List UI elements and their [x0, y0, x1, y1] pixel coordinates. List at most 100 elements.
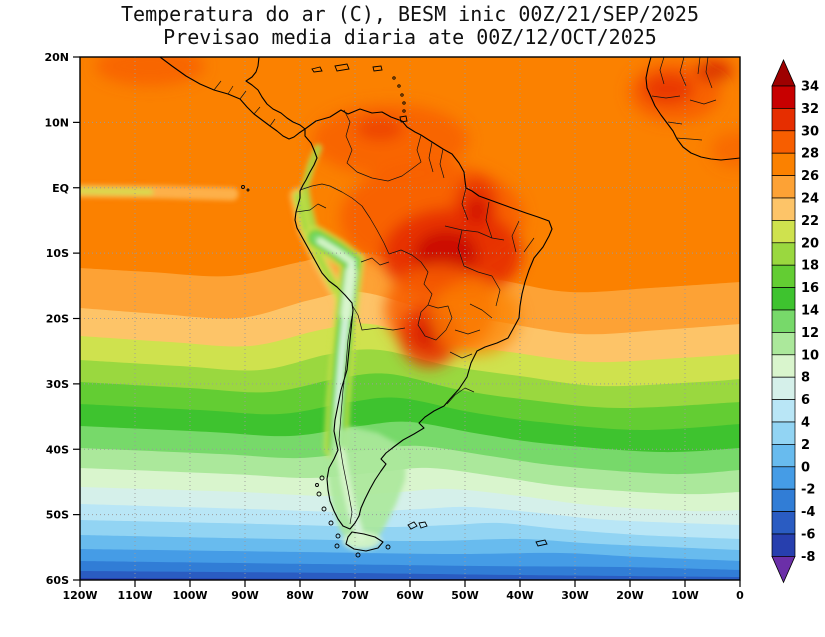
lon-tick-label: 70W [341, 589, 368, 602]
colorbar-label: 20 [801, 236, 819, 251]
lat-tick-label: 60S [46, 574, 69, 587]
mexico-warm-blob [95, 57, 205, 86]
colorbar-label: 12 [801, 326, 819, 341]
colorbar-label: 16 [801, 281, 819, 296]
chart-subtitle: Previsao media diaria ate 00Z/12/OCT/202… [163, 25, 657, 49]
south-america-coastline [294, 108, 553, 530]
temperature-field [80, 57, 740, 580]
jamaica-island [311, 66, 323, 73]
sahel-hot-blob [642, 73, 694, 105]
south-georgia-island [535, 539, 548, 547]
tocantins-hot-core [467, 196, 487, 224]
colorbar-cell [771, 287, 796, 311]
colorbar-label: -6 [801, 528, 815, 543]
uruguay-borders [446, 387, 475, 405]
colorbar-label: 8 [801, 371, 810, 386]
colorbar-label: 0 [801, 460, 810, 475]
lesser-antilles-island [400, 93, 404, 97]
lon-tick-label: 90W [231, 589, 258, 602]
warm-anomaly-blobs [95, 57, 740, 368]
colombia-ecuador-peru-border [299, 183, 353, 199]
lesser-antilles-island [392, 76, 396, 80]
bolivia-chile-argentina-border [351, 304, 406, 331]
southeast-brazil-warm-blob [430, 280, 520, 356]
puerto-rico-island [372, 65, 383, 72]
hispaniola-island [334, 63, 350, 72]
trinidad-island [399, 115, 408, 123]
chart-title: Temperatura do ar (C), BESM inic 00Z/21/… [121, 2, 699, 26]
lon-tick-label: 120W [62, 589, 97, 602]
africa-borders [651, 56, 717, 141]
tierra-del-fuego-island [345, 531, 384, 552]
fuegian-islet [355, 552, 361, 558]
lat-tick-label: 50S [46, 509, 69, 522]
chilean-archipelago-islet [315, 483, 319, 487]
colorbar-label: 14 [801, 304, 819, 319]
lon-tick-label: 50W [451, 589, 478, 602]
chilean-archipelago-islet [328, 520, 334, 526]
lat-tick-label: 20N [44, 51, 69, 64]
brazil-state-borders [444, 187, 535, 359]
lat-tick-label: 10N [44, 116, 69, 129]
peru-brazil-border [351, 197, 390, 255]
colorbar-label: 10 [801, 348, 819, 363]
lat-tick-label: 10S [46, 247, 69, 260]
lon-tick-label: 100W [172, 589, 207, 602]
lon-tick-label: 10W [671, 589, 698, 602]
colorbar-cell [771, 332, 796, 356]
colorbar-cell [771, 466, 796, 490]
equatorial-cold-tongue-core [80, 187, 154, 196]
colorbar-cell [771, 85, 796, 109]
chilean-archipelago-islet [319, 475, 325, 481]
colorbar-cell [771, 421, 796, 445]
lesser-antilles-island [402, 101, 406, 105]
colorbar-cell [771, 108, 796, 132]
lon-tick-label: 60W [396, 589, 423, 602]
lon-tick-label: 30W [561, 589, 588, 602]
galapagos-island [246, 188, 250, 192]
colorbar-cell [771, 175, 796, 199]
africa-coastline [645, 56, 741, 161]
lesser-antilles-island [402, 109, 406, 113]
lesser-antilles-island [397, 84, 401, 88]
venezuela-hot-blob [356, 117, 404, 141]
colorbar-label: -8 [801, 550, 815, 565]
colorbar-label: 30 [801, 124, 819, 139]
venezuela-brazil-guyana-border [356, 134, 422, 182]
colorbar-cell [771, 354, 796, 378]
bolivia-brazil-border [388, 249, 433, 306]
falkland-island-west [407, 521, 418, 530]
argentina-chile-border [338, 315, 353, 525]
colorbar-cell [771, 197, 796, 221]
central-america-borders [213, 80, 276, 127]
colorbar-cell [771, 242, 796, 266]
colorbar-cell [771, 152, 796, 176]
colorbar-bottom-triangle [771, 556, 796, 584]
lat-tick-label: 30S [46, 378, 69, 391]
colorbar-label: 24 [801, 192, 819, 207]
colorbar-cell [771, 220, 796, 244]
ecuador-peru-border [295, 203, 327, 213]
axis-ticks-and-labels: 20N 10N EQ 10S 20S 30S 40S 50S 60S 120W 110W 100W 90… [44, 51, 744, 602]
colorbar-cell [771, 488, 796, 512]
lon-tick-label: 20W [616, 589, 643, 602]
altiplano-cold-bulge [340, 266, 357, 320]
lon-tick-label: 0 [736, 589, 744, 602]
colorbar-cell [771, 444, 796, 468]
colorbar-label: -4 [801, 505, 815, 520]
central-america-coastline [159, 56, 306, 140]
colorbar-cell [771, 533, 796, 557]
colorbar-label: -2 [801, 483, 815, 498]
lat-tick-label: 40S [46, 443, 69, 456]
colorbar-cell [771, 511, 796, 535]
colorbar-cell [771, 264, 796, 288]
lon-tick-label: 110W [117, 589, 152, 602]
colorbar-cell [771, 376, 796, 400]
sahel-hot-core [696, 60, 732, 82]
colorbar-label: 28 [801, 147, 819, 162]
colorbar-label: 34 [801, 80, 819, 95]
colorbar-cell [771, 399, 796, 423]
colorbar-cell [771, 309, 796, 333]
